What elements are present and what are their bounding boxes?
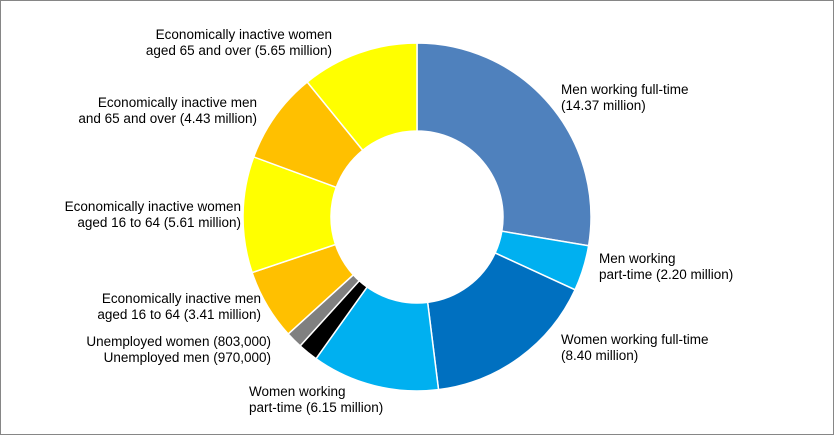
slice-label: Economically inactive men and 65 and over… xyxy=(78,95,257,126)
slice-label-line: part-time (6.15 million) xyxy=(249,400,383,415)
slice-label-line: aged 16 to 64 (5.61 million) xyxy=(77,215,241,230)
slice-label-line: Women working xyxy=(249,384,346,399)
slice-label: Unemployed men (970,000) xyxy=(104,350,271,365)
slice-label: Men working full-time (14.37 million) xyxy=(561,82,689,113)
slice-label-line: (14.37 million) xyxy=(561,98,646,113)
slice-label-line: (8.40 million) xyxy=(561,348,638,363)
slice-label-line: Women working full-time xyxy=(561,332,709,347)
slice-label-line: part-time (2.20 million) xyxy=(599,267,733,282)
slice-label-line: Economically inactive women xyxy=(156,27,332,42)
donut-slice xyxy=(426,251,577,391)
slice-label-line: Economically inactive women xyxy=(65,199,241,214)
slice-label: Economically inactive women aged 16 to 64… xyxy=(65,199,241,230)
slice-label-line: aged 16 to 64 (3.41 million) xyxy=(97,307,261,322)
donut-slice xyxy=(306,42,418,152)
slice-label-line: Men working xyxy=(599,251,676,266)
slice-label-line: Unemployed men (970,000) xyxy=(104,350,271,365)
slice-label-line: Men working full-time xyxy=(561,82,689,97)
slice-label-line: aged 65 and over (5.65 million) xyxy=(146,43,332,58)
slice-label-line: Economically inactive men xyxy=(98,95,257,110)
slice-label-line: Economically inactive men xyxy=(102,291,261,306)
slice-label: Economically inactive men aged 16 to 64 (… xyxy=(97,291,261,322)
slice-label: Economically inactive women aged 65 and o… xyxy=(146,27,332,58)
slice-label-line: Unemployed women (803,000) xyxy=(86,334,271,349)
slice-label: Women working part-time (6.15 million) xyxy=(249,384,383,415)
slice-label-line: and 65 and over (4.43 million) xyxy=(78,111,257,126)
slice-label: Men working part-time (2.20 million) xyxy=(599,251,733,282)
slice-label: Unemployed women (803,000) xyxy=(86,334,271,349)
slice-label: Women working full-time (8.40 million) xyxy=(561,332,709,363)
donut-slice xyxy=(416,42,592,247)
